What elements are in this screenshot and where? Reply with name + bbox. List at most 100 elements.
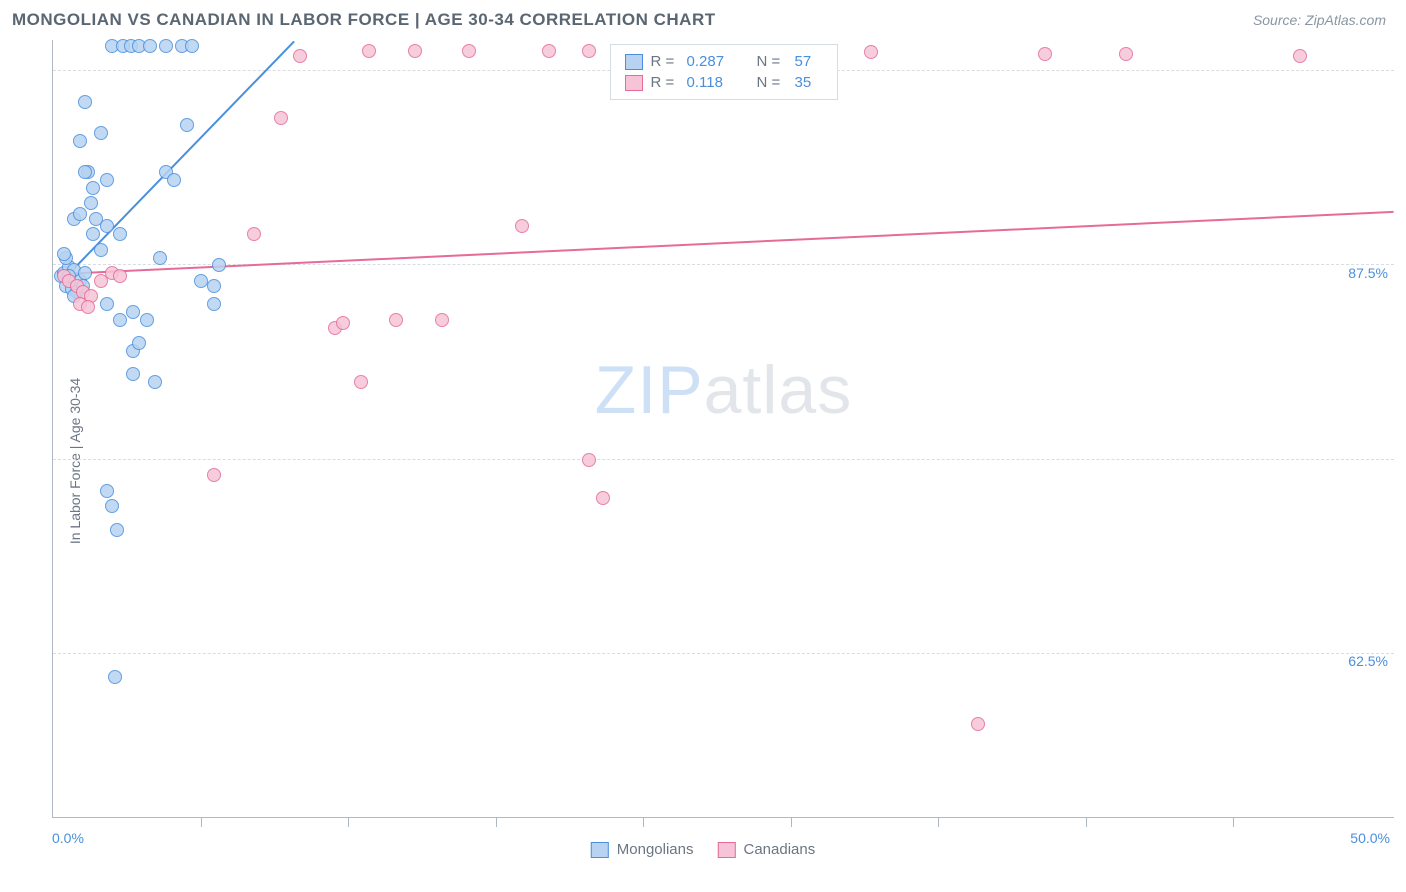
- scatter-point-canadians: [1119, 47, 1133, 61]
- x-tick: [643, 817, 644, 827]
- watermark-atlas: atlas: [704, 352, 853, 428]
- legend-label: Canadians: [744, 841, 816, 858]
- scatter-point-mongolians: [110, 523, 124, 537]
- series-legend: Mongolians Canadians: [591, 841, 815, 858]
- scatter-point-mongolians: [89, 212, 103, 226]
- x-tick-label: 50.0%: [1350, 830, 1390, 846]
- x-tick-label: 0.0%: [52, 830, 84, 846]
- watermark-zip: ZIP: [595, 352, 704, 428]
- scatter-point-mongolians: [84, 196, 98, 210]
- source-label: Source: ZipAtlas.com: [1253, 12, 1386, 28]
- scatter-point-canadians: [293, 49, 307, 63]
- scatter-point-canadians: [207, 468, 221, 482]
- scatter-point-mongolians: [185, 39, 199, 53]
- x-tick: [938, 817, 939, 827]
- r-label: R =: [651, 53, 679, 70]
- scatter-point-mongolians: [94, 126, 108, 140]
- x-tick: [201, 817, 202, 827]
- scatter-point-mongolians: [143, 39, 157, 53]
- scatter-point-canadians: [274, 111, 288, 125]
- scatter-point-mongolians: [78, 165, 92, 179]
- scatter-point-mongolians: [194, 274, 208, 288]
- n-value: 35: [795, 74, 823, 91]
- scatter-point-canadians: [389, 313, 403, 327]
- scatter-point-mongolians: [207, 297, 221, 311]
- scatter-point-canadians: [864, 45, 878, 59]
- n-label: N =: [757, 74, 787, 91]
- scatter-point-mongolians: [126, 305, 140, 319]
- scatter-point-canadians: [582, 44, 596, 58]
- scatter-point-canadians: [971, 717, 985, 731]
- scatter-point-canadians: [247, 227, 261, 241]
- chart-title: MONGOLIAN VS CANADIAN IN LABOR FORCE | A…: [12, 10, 716, 30]
- chart-container: In Labor Force | Age 30-34 ZIPatlas R =0…: [12, 40, 1394, 882]
- scatter-point-mongolians: [105, 499, 119, 513]
- scatter-point-canadians: [515, 219, 529, 233]
- legend-swatch: [718, 842, 736, 858]
- scatter-point-canadians: [462, 44, 476, 58]
- scatter-point-mongolians: [86, 181, 100, 195]
- scatter-point-mongolians: [73, 207, 87, 221]
- scatter-point-mongolians: [57, 247, 71, 261]
- legend-label: Mongolians: [617, 841, 694, 858]
- scatter-point-canadians: [435, 313, 449, 327]
- scatter-point-mongolians: [159, 39, 173, 53]
- scatter-point-mongolians: [207, 279, 221, 293]
- scatter-point-canadians: [408, 44, 422, 58]
- n-value: 57: [795, 53, 823, 70]
- r-value: 0.287: [687, 53, 739, 70]
- scatter-point-mongolians: [78, 266, 92, 280]
- chart-header: MONGOLIAN VS CANADIAN IN LABOR FORCE | A…: [0, 0, 1406, 40]
- legend-swatch: [625, 75, 643, 91]
- x-tick: [348, 817, 349, 827]
- n-label: N =: [757, 53, 787, 70]
- x-tick: [791, 817, 792, 827]
- scatter-point-mongolians: [180, 118, 194, 132]
- legend-item-mongolians[interactable]: Mongolians: [591, 841, 694, 858]
- y-tick-label: 62.5%: [1348, 653, 1388, 669]
- scatter-point-mongolians: [153, 251, 167, 265]
- legend-swatch: [591, 842, 609, 858]
- x-tick: [1233, 817, 1234, 827]
- scatter-point-mongolians: [86, 227, 100, 241]
- scatter-point-canadians: [113, 269, 127, 283]
- scatter-point-mongolians: [73, 134, 87, 148]
- scatter-point-mongolians: [78, 95, 92, 109]
- scatter-point-canadians: [596, 491, 610, 505]
- r-label: R =: [651, 74, 679, 91]
- scatter-point-mongolians: [140, 313, 154, 327]
- scatter-point-canadians: [542, 44, 556, 58]
- legend-item-canadians[interactable]: Canadians: [718, 841, 816, 858]
- gridline-h: [53, 653, 1394, 654]
- plot-area: ZIPatlas R = 0.287 N = 57 R = 0.118 N = 35 62.5…: [52, 40, 1394, 818]
- scatter-point-canadians: [81, 300, 95, 314]
- scatter-point-mongolians: [132, 336, 146, 350]
- scatter-point-mongolians: [100, 297, 114, 311]
- trend-line-canadians: [61, 211, 1394, 275]
- legend-swatch: [625, 54, 643, 70]
- scatter-point-mongolians: [126, 367, 140, 381]
- scatter-point-canadians: [1293, 49, 1307, 63]
- legend-row-mongolians: R = 0.287 N = 57: [625, 51, 823, 72]
- r-value: 0.118: [687, 74, 739, 91]
- scatter-point-mongolians: [100, 173, 114, 187]
- legend-row-canadians: R = 0.118 N = 35: [625, 72, 823, 93]
- watermark: ZIPatlas: [595, 351, 852, 429]
- scatter-point-mongolians: [113, 227, 127, 241]
- scatter-point-mongolians: [212, 258, 226, 272]
- scatter-point-canadians: [362, 44, 376, 58]
- scatter-point-canadians: [354, 375, 368, 389]
- scatter-point-canadians: [1038, 47, 1052, 61]
- scatter-point-mongolians: [148, 375, 162, 389]
- x-tick: [1086, 817, 1087, 827]
- scatter-point-canadians: [582, 453, 596, 467]
- scatter-point-mongolians: [167, 173, 181, 187]
- gridline-h: [53, 459, 1394, 460]
- scatter-point-mongolians: [108, 670, 122, 684]
- correlation-legend: R = 0.287 N = 57 R = 0.118 N = 35: [610, 44, 838, 100]
- scatter-point-mongolians: [113, 313, 127, 327]
- scatter-point-mongolians: [100, 484, 114, 498]
- y-tick-label: 87.5%: [1348, 265, 1388, 281]
- scatter-point-mongolians: [94, 243, 108, 257]
- x-tick: [496, 817, 497, 827]
